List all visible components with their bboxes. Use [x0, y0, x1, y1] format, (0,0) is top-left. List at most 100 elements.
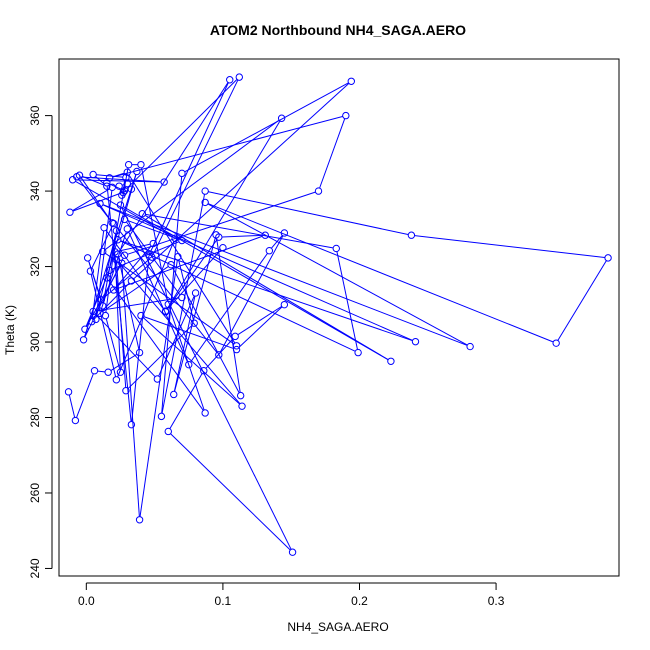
series-segment	[120, 240, 356, 352]
series-segment	[105, 253, 235, 345]
data-point	[133, 167, 141, 176]
data-point	[261, 231, 269, 239]
series-segment	[96, 174, 123, 178]
data-point	[116, 201, 125, 209]
data-point	[280, 229, 289, 237]
series-segment	[222, 234, 262, 238]
data-point	[219, 243, 227, 252]
data-point	[178, 293, 186, 302]
series-segment	[128, 174, 236, 344]
series-segment	[86, 265, 121, 327]
series-segment	[122, 184, 125, 186]
data-point	[105, 266, 114, 275]
data-point	[86, 267, 95, 275]
data-point	[127, 277, 136, 285]
series-segment	[126, 79, 238, 189]
data-point	[105, 174, 114, 182]
series-segment	[158, 295, 195, 377]
y-axis-title: Theta (K)	[3, 305, 17, 355]
data-point	[231, 332, 239, 341]
series-segment	[127, 325, 193, 389]
series-segment	[103, 258, 150, 298]
series-segment	[112, 115, 343, 178]
data-point	[354, 348, 362, 357]
data-point	[232, 342, 241, 350]
data-points	[64, 73, 612, 556]
series-segment	[95, 313, 156, 377]
data-point	[277, 114, 286, 122]
series-segment	[141, 167, 169, 302]
data-point	[120, 251, 129, 259]
data-point	[127, 420, 136, 429]
series-segment	[238, 306, 283, 348]
axes: 0.0 0.1 0.2 0.3 240 260 280 300 320 340 360	[28, 105, 505, 608]
data-point	[178, 236, 186, 245]
data-point	[171, 234, 179, 242]
series-segment	[414, 235, 605, 258]
data-point	[174, 253, 182, 261]
series-segment	[105, 230, 164, 310]
series-segment	[172, 267, 240, 393]
series-segment	[122, 180, 126, 193]
data-point	[164, 300, 172, 308]
data-point	[190, 319, 198, 327]
data-point	[466, 342, 474, 351]
data-point	[201, 198, 209, 207]
data-point	[148, 253, 156, 261]
series-segment	[167, 239, 218, 309]
series-segment	[145, 213, 334, 249]
data-point	[604, 254, 612, 262]
series-segment	[133, 83, 350, 279]
series-segment	[118, 243, 151, 252]
data-point	[112, 256, 121, 264]
data-point	[99, 247, 107, 256]
series-segment	[170, 433, 291, 551]
data-point	[120, 215, 129, 224]
series-segment	[190, 253, 268, 363]
data-point	[108, 219, 116, 227]
series-segment	[97, 370, 105, 373]
series-segment	[105, 318, 121, 370]
data-point	[200, 367, 208, 375]
series-segment	[102, 204, 413, 341]
series-segment	[115, 225, 218, 353]
data-point	[135, 348, 144, 357]
data-point	[112, 227, 121, 235]
series-segment	[166, 120, 281, 310]
series-segment	[168, 307, 205, 410]
data-point	[215, 233, 223, 241]
data-point	[170, 390, 178, 399]
series-segment	[76, 373, 94, 418]
series-segment	[271, 235, 283, 249]
data-point	[90, 367, 99, 375]
y-tick-label: 320	[28, 256, 42, 276]
y-tick-label: 240	[28, 558, 42, 578]
data-point	[161, 307, 170, 315]
series-segment	[143, 316, 234, 349]
data-point	[407, 231, 416, 239]
series-segment	[319, 118, 346, 189]
series-segment	[216, 238, 241, 393]
chart-title: ATOM2 Northbound NH4_SAGA.AERO	[210, 22, 466, 38]
data-point	[201, 187, 209, 195]
y-tick-label: 360	[28, 105, 42, 125]
data-point	[123, 168, 131, 176]
series-segment	[219, 235, 284, 353]
data-point	[109, 286, 118, 294]
x-tick-label: 0.2	[351, 594, 368, 608]
data-point	[332, 244, 340, 253]
series-segment	[208, 203, 554, 343]
data-point	[138, 210, 147, 218]
series-segment	[121, 266, 140, 517]
series-segment	[169, 373, 203, 429]
series-segment	[117, 241, 175, 377]
data-point	[116, 368, 125, 376]
series-segment	[76, 179, 161, 183]
data-point	[232, 345, 241, 354]
series-segment	[237, 306, 282, 335]
data-point	[123, 179, 131, 188]
series-segment	[128, 231, 188, 362]
data-point	[149, 239, 157, 248]
data-point	[280, 300, 289, 309]
